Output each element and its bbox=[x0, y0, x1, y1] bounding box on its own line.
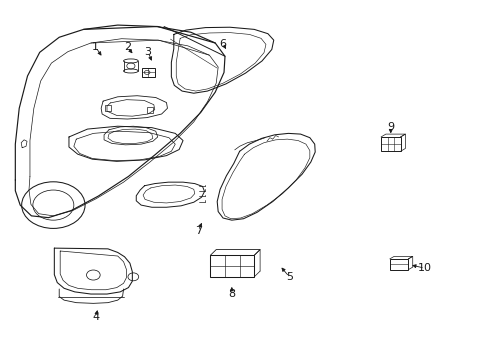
Text: 8: 8 bbox=[228, 289, 235, 299]
Bar bbox=[142, 68, 155, 77]
Bar bbox=[389, 259, 407, 270]
Text: 4: 4 bbox=[92, 312, 99, 322]
Bar bbox=[380, 137, 400, 151]
Text: 5: 5 bbox=[285, 272, 292, 282]
Bar bbox=[210, 255, 254, 277]
Bar bbox=[105, 105, 111, 111]
Text: 9: 9 bbox=[386, 122, 393, 132]
Text: 7: 7 bbox=[194, 226, 202, 236]
Text: 1: 1 bbox=[92, 42, 99, 52]
Bar bbox=[147, 107, 153, 113]
Text: 2: 2 bbox=[123, 42, 131, 52]
Text: 10: 10 bbox=[417, 263, 431, 273]
Text: 6: 6 bbox=[219, 39, 226, 49]
Text: 3: 3 bbox=[144, 46, 151, 57]
